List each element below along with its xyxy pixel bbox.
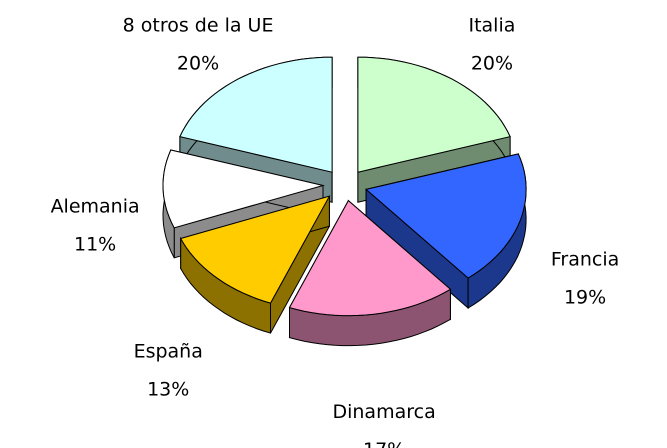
slice-label: España <box>134 341 203 363</box>
slice-label: Francia <box>551 248 619 270</box>
slice-value-label: 17% <box>363 439 405 448</box>
slice-top <box>179 195 331 304</box>
slice-top <box>288 199 452 317</box>
slice-top <box>162 149 325 229</box>
slice <box>365 153 527 310</box>
slice-label: 8 otros de la UE <box>123 15 274 37</box>
slice-value-label: 19% <box>564 286 606 308</box>
slice <box>179 195 331 334</box>
slice-label: Alemania <box>51 195 140 217</box>
slice-top <box>357 56 511 173</box>
slice-value-label: 20% <box>177 53 219 75</box>
slice-value-label: 20% <box>471 53 513 75</box>
slice-value-label: 11% <box>74 233 116 255</box>
slice-label: Italia <box>468 15 515 37</box>
slice <box>288 199 452 347</box>
slice-top <box>365 153 527 279</box>
slice-label: Dinamarca <box>332 401 435 423</box>
slice-top <box>179 56 333 173</box>
slice-value-label: 13% <box>147 379 189 401</box>
